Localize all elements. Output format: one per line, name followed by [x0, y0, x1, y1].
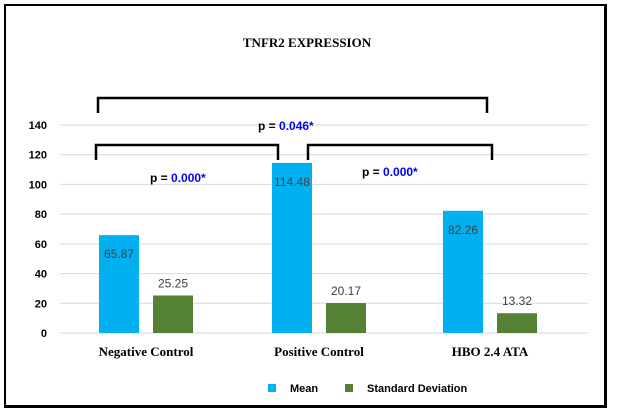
y-axis-ticks: 0 20 40 60 80 100 120 140 [29, 120, 47, 340]
bracket-negative-vs-positive [94, 143, 280, 160]
bar-mean [99, 235, 139, 333]
bracket-positive-vs-hbo [306, 143, 494, 160]
y-tick-label: 60 [35, 239, 47, 251]
p-value-number: 0.000* [171, 171, 206, 185]
y-tick-label: 40 [35, 269, 47, 281]
y-tick-label: 100 [29, 179, 47, 191]
bar-mean [272, 162, 312, 333]
bar-mean [443, 210, 483, 333]
x-category-label: Negative Control [99, 344, 194, 359]
y-tick-label: 80 [35, 209, 47, 221]
data-label: 25.25 [158, 276, 188, 290]
p-value-number: 0.046* [279, 119, 314, 133]
x-category-label: Positive Control [274, 344, 364, 359]
p-value-prefix: p = [362, 165, 383, 179]
data-label: 13.32 [502, 294, 532, 308]
p-value-annotation: p = 0.000* [150, 171, 206, 185]
y-tick-label: 140 [29, 120, 47, 132]
data-labels: 65.87 25.25 114.48 20.17 82.26 13.32 [104, 175, 532, 308]
bar-sd [497, 313, 537, 333]
chart-title: TNFR2 EXPRESSION [243, 35, 372, 50]
data-label: 20.17 [331, 284, 361, 298]
bracket-negative-vs-hbo [96, 96, 489, 113]
data-label: 82.26 [448, 223, 478, 237]
significance-brackets: p = 0.046*p = 0.000* p = 0.000* [94, 96, 494, 185]
bar-sd [326, 303, 366, 333]
y-tick-label: 20 [35, 298, 47, 310]
p-value-prefix: p = [258, 119, 279, 133]
legend-label: Standard Deviation [367, 383, 468, 395]
data-label: 114.48 [274, 175, 310, 189]
y-tick-label: 120 [29, 150, 47, 162]
p-value-annotation: p = 0.046* [258, 119, 314, 133]
x-axis-categories: Negative Control Positive Control HBO 2.4 … [99, 344, 529, 359]
data-label: 65.87 [104, 247, 134, 261]
bar-sd [153, 295, 193, 333]
legend-swatch-sd [345, 384, 353, 392]
p-value-annotation: p = 0.000* [362, 165, 418, 179]
p-value-number: 0.000* [383, 165, 418, 179]
x-category-label: HBO 2.4 ATA [452, 344, 529, 359]
legend: Mean Standard Deviation [268, 383, 468, 395]
p-value-prefix: p = [150, 171, 171, 185]
legend-label: Mean [290, 383, 318, 395]
y-tick-label: 0 [41, 328, 47, 340]
legend-swatch-mean [268, 384, 276, 392]
bars [99, 162, 537, 333]
